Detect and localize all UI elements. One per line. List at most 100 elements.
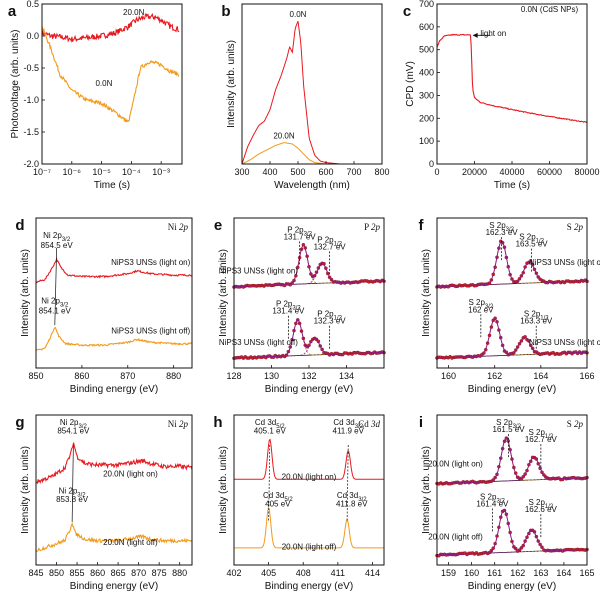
fit-envelope-i-1 bbox=[436, 509, 588, 556]
annotation-e-8: 132.3 eV bbox=[314, 317, 347, 326]
ylabel-i: Intensity (arb. units) bbox=[421, 446, 432, 534]
ytick-label-a-3: -0.5 bbox=[23, 63, 39, 73]
xlabel-f: Binding energy (eV) bbox=[468, 384, 556, 395]
annotation-f-8: 163.3 eV bbox=[520, 317, 553, 326]
annotation-i-8: 162.6 eV bbox=[525, 505, 558, 514]
ytick-label-c-0: 0 bbox=[429, 159, 434, 169]
ylabel-e: Intensity (arb. units) bbox=[218, 249, 229, 337]
xtick-label-i-0: 159 bbox=[441, 568, 456, 578]
annotation-f-3: 163.5 eV bbox=[516, 240, 549, 249]
annotation-g-5: 20.0N (light off) bbox=[103, 538, 158, 547]
ytick-label-c-7: 700 bbox=[419, 0, 434, 9]
line-a-1 bbox=[41, 25, 180, 123]
panel-h: 402 405 408 411 414 Binding energy (eV) Intens… bbox=[213, 414, 385, 592]
annotation-i-4: 20.0N (light on) bbox=[428, 459, 483, 468]
ylabel-b: Intensity (arb. units) bbox=[226, 40, 237, 128]
xtick-label-b-0: 300 bbox=[234, 167, 249, 177]
annotation-h-9: 20.0N (light off) bbox=[282, 542, 337, 551]
corner-label-i: S 2p bbox=[567, 419, 584, 429]
corner-label-f: S 2p bbox=[567, 222, 584, 232]
panel-label-g: g bbox=[15, 414, 24, 431]
line-d-0 bbox=[35, 257, 193, 284]
xtick-label-c-2: 40000 bbox=[499, 167, 524, 177]
xtick-label-b-4: 700 bbox=[346, 167, 361, 177]
ytick-label-a-5: 0.5 bbox=[26, 0, 39, 9]
annotation-f-6: 162 eV bbox=[468, 305, 494, 314]
xtick-label-b-2: 500 bbox=[290, 167, 305, 177]
xtick-label-h-1: 405 bbox=[261, 568, 276, 578]
shift-marker-d-0 bbox=[54, 247, 57, 326]
xtick-label-b-3: 600 bbox=[318, 167, 333, 177]
series-f-0 bbox=[435, 239, 589, 289]
xtick-label-c-1: 20000 bbox=[462, 167, 487, 177]
panel-g: 845 850 855 860 865 870 875 880 Binding energy (… bbox=[15, 414, 193, 592]
annotation-i-6: 161.4 eV bbox=[476, 499, 509, 508]
series-c-0 bbox=[436, 33, 588, 124]
annotation-e-3: 132.7 eV bbox=[314, 242, 347, 251]
xtick-label-g-6: 875 bbox=[152, 568, 167, 578]
xtick-label-h-4: 414 bbox=[365, 568, 380, 578]
ytick-label-c-2: 200 bbox=[419, 113, 434, 123]
axes-frame-b bbox=[241, 3, 383, 165]
annotation-d-1: 854.5 eV bbox=[41, 241, 74, 250]
xtick-label-c-4: 80000 bbox=[574, 167, 599, 177]
annotation-e-1: 131.7 eV bbox=[284, 232, 317, 241]
xtick-label-a-3: 10⁻⁴ bbox=[122, 167, 141, 177]
panel-a: 10⁻⁷ 10⁻⁶ 10⁻⁵ 10⁻⁴ 10⁻³ -2.0 -1.5 -1.0 -0.5 0.0 0… bbox=[8, 0, 183, 191]
xtick-label-i-5: 164 bbox=[556, 568, 571, 578]
axes-frame-d bbox=[35, 217, 193, 369]
annotation-f-1: 162.3 eV bbox=[486, 228, 519, 237]
xlabel-g: Binding energy (eV) bbox=[70, 581, 158, 592]
ylabel-g: Intensity (arb. units) bbox=[20, 446, 31, 534]
panel-label-d: d bbox=[15, 217, 24, 234]
axes-frame-i bbox=[436, 414, 588, 566]
line-b-0 bbox=[241, 20, 382, 165]
xtick-label-g-0: 845 bbox=[28, 568, 43, 578]
shift-marker-h-1 bbox=[346, 444, 349, 523]
xtick-label-h-3: 411 bbox=[331, 568, 345, 578]
xtick-label-a-0: 10⁻⁷ bbox=[33, 167, 51, 177]
annotation-e-9: NiPS3 UNSs (light off) bbox=[219, 338, 298, 347]
annotation-h-3: 411.9 eV bbox=[333, 427, 365, 436]
panel-d: 850 860 870 880 Binding energy (eV) Intensity… bbox=[15, 217, 193, 395]
xtick-label-g-3: 860 bbox=[90, 568, 105, 578]
ytick-label-c-4: 400 bbox=[419, 68, 434, 78]
ylabel-h: Intensity (arb. units) bbox=[218, 446, 229, 534]
panel-label-b: b bbox=[221, 3, 230, 20]
fit-envelope-f-1 bbox=[436, 318, 588, 359]
series-a-1 bbox=[41, 25, 180, 123]
xtick-label-g-7: 880 bbox=[172, 568, 187, 578]
line-h-1 bbox=[234, 506, 384, 549]
series-i-1 bbox=[435, 508, 589, 558]
axes-frame-h bbox=[233, 414, 385, 566]
fit-envelope-e-0 bbox=[233, 244, 385, 288]
xtick-label-d-1: 860 bbox=[74, 371, 89, 381]
series-g-1 bbox=[35, 522, 193, 553]
xtick-label-f-0: 160 bbox=[441, 371, 456, 381]
xtick-label-i-2: 161 bbox=[487, 568, 502, 578]
ytick-label-c-1: 100 bbox=[419, 136, 434, 146]
fit-envelope-e-1 bbox=[233, 319, 385, 359]
ylabel-c: CPD (mV) bbox=[405, 61, 416, 107]
ytick-label-a-2: -1.0 bbox=[23, 95, 39, 105]
panel-label-f: f bbox=[419, 217, 425, 234]
series-i-0 bbox=[435, 436, 589, 486]
annotation-c-1: light on bbox=[480, 29, 506, 38]
panel-c: 0 20000 40000 60000 80000 0 100 200 300 400 500 600… bbox=[403, 0, 600, 191]
xtick-label-f-2: 164 bbox=[533, 371, 548, 381]
panel-i: 159 160 161 162 163 164 165 Binding energy (eV)… bbox=[419, 414, 595, 592]
annotation-a-1: 0.0N bbox=[95, 79, 112, 88]
xtick-label-g-1: 850 bbox=[49, 568, 64, 578]
xlabel-a: Time (s) bbox=[94, 180, 130, 191]
line-g-1 bbox=[35, 522, 193, 553]
corner-label-g: Ni 2p bbox=[168, 419, 189, 429]
annotation-i-9: 20.0N (light off) bbox=[428, 532, 483, 541]
annotation-i-1: 161.5 eV bbox=[493, 425, 526, 434]
xtick-label-h-2: 408 bbox=[296, 568, 311, 578]
ytick-label-c-6: 600 bbox=[419, 22, 434, 32]
shift-marker-g-0 bbox=[71, 444, 74, 523]
ytick-label-a-0: -2.0 bbox=[23, 159, 39, 169]
series-e-1 bbox=[232, 318, 386, 360]
xtick-label-e-3: 134 bbox=[339, 371, 354, 381]
annotation-f-9: NiPS3 UNSs (light off) bbox=[529, 338, 600, 347]
